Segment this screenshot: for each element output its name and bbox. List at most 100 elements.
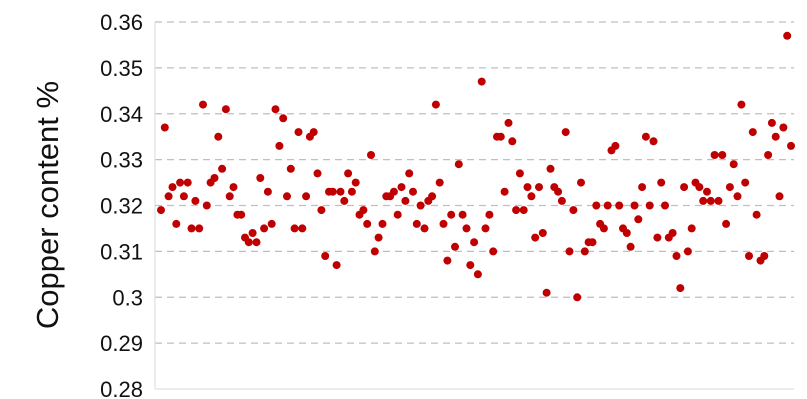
data-point xyxy=(248,229,257,237)
data-point xyxy=(458,210,467,219)
data-point xyxy=(741,178,750,187)
data-point xyxy=(771,132,780,141)
data-point xyxy=(745,252,753,260)
data-point xyxy=(473,270,482,279)
y-tick-label: 0.31 xyxy=(100,239,143,264)
data-point xyxy=(313,169,322,178)
data-point xyxy=(470,238,479,247)
data-point xyxy=(367,151,375,159)
data-point xyxy=(405,169,414,178)
data-point xyxy=(706,196,715,205)
data-point xyxy=(580,247,589,256)
data-point xyxy=(298,224,307,233)
data-point xyxy=(603,201,612,210)
data-point xyxy=(554,187,563,196)
data-point xyxy=(489,247,498,256)
data-point xyxy=(630,201,639,210)
data-point xyxy=(202,201,211,210)
data-point xyxy=(344,169,353,178)
data-point xyxy=(592,201,601,210)
data-point xyxy=(481,224,490,233)
data-point xyxy=(722,219,731,228)
data-point xyxy=(718,151,727,159)
data-point xyxy=(340,196,349,205)
data-point xyxy=(256,174,265,182)
data-point xyxy=(599,224,608,233)
data-point xyxy=(374,233,383,242)
data-point xyxy=(775,192,784,201)
data-point xyxy=(439,219,448,228)
data-point xyxy=(199,100,207,109)
data-point xyxy=(557,196,566,205)
data-point xyxy=(641,132,650,141)
data-point xyxy=(309,128,318,137)
data-point xyxy=(275,141,284,150)
data-point xyxy=(221,105,230,114)
data-point xyxy=(779,123,788,132)
data-point xyxy=(622,229,631,237)
data-point xyxy=(737,100,746,109)
data-point xyxy=(588,238,597,247)
data-point xyxy=(378,219,387,228)
data-point xyxy=(267,219,276,228)
data-point xyxy=(569,206,578,215)
y-tick-label: 0.32 xyxy=(100,194,143,219)
data-point xyxy=(435,178,444,187)
data-point xyxy=(336,187,345,196)
data-point xyxy=(748,128,757,137)
y-axis-label: Copper content % xyxy=(30,81,65,329)
data-point xyxy=(279,114,288,123)
data-point xyxy=(321,252,330,260)
data-point xyxy=(477,77,486,86)
data-point xyxy=(527,192,536,201)
data-point xyxy=(515,169,524,178)
data-point xyxy=(687,224,696,233)
data-point xyxy=(393,210,402,219)
data-point xyxy=(638,183,647,192)
data-point xyxy=(412,219,421,228)
data-point xyxy=(710,151,719,159)
data-point xyxy=(431,100,440,109)
data-point xyxy=(504,118,513,127)
data-point xyxy=(672,252,681,260)
data-point xyxy=(538,229,547,237)
data-point xyxy=(531,233,540,242)
data-point xyxy=(645,201,654,210)
data-point xyxy=(783,31,792,40)
data-point xyxy=(767,118,776,127)
data-point xyxy=(294,128,303,137)
data-point xyxy=(508,137,517,146)
y-axis-ticks: 0.28 0.29 0.3 0.31 0.32 0.33 0.34 0.35 0.36 xyxy=(100,10,143,399)
data-point xyxy=(733,192,742,201)
data-point xyxy=(668,229,677,237)
y-tick-label: 0.35 xyxy=(100,56,143,81)
data-point xyxy=(420,224,429,233)
data-point xyxy=(332,261,341,270)
data-point xyxy=(168,183,177,192)
data-points xyxy=(157,31,795,302)
data-point xyxy=(611,141,620,150)
data-point xyxy=(401,196,410,205)
data-point xyxy=(729,160,738,169)
y-tick-label: 0.29 xyxy=(100,331,143,356)
data-point xyxy=(347,187,356,196)
data-point xyxy=(573,293,582,302)
data-point xyxy=(317,206,326,215)
data-point xyxy=(283,192,291,201)
data-point xyxy=(218,164,227,173)
data-point xyxy=(187,224,196,233)
data-point xyxy=(634,215,643,224)
data-point xyxy=(351,178,360,187)
data-point xyxy=(447,210,456,219)
data-point xyxy=(370,247,379,256)
data-point xyxy=(703,187,711,196)
y-tick-label: 0.28 xyxy=(100,377,143,399)
data-point xyxy=(263,187,272,196)
data-point xyxy=(443,256,452,265)
data-point xyxy=(416,201,425,210)
data-point xyxy=(760,252,769,260)
data-point xyxy=(157,206,165,215)
data-point xyxy=(615,201,624,210)
data-point xyxy=(409,187,417,196)
